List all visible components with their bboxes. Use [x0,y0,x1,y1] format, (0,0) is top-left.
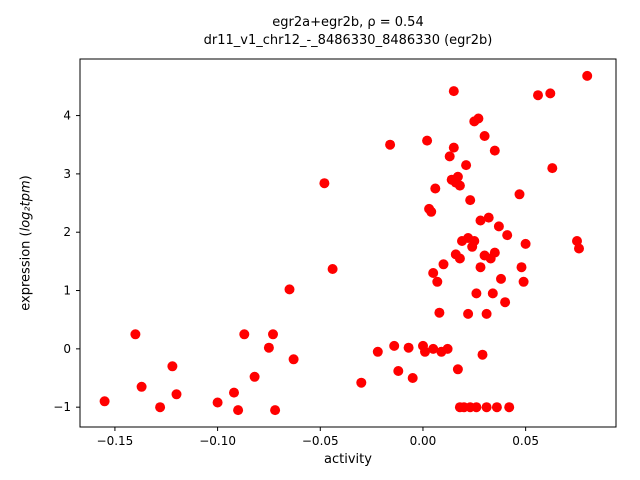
scatter-point [502,230,513,241]
scatter-point [572,236,582,246]
scatter-point [463,308,474,319]
scatter-point [270,405,281,416]
scatter-point [471,402,482,413]
y-tick-label: −1 [53,400,71,414]
scatter-point [229,387,239,398]
scatter-point [496,273,506,284]
scatter-point [514,189,525,200]
scatter-point [233,405,244,416]
x-tick-label: −0.15 [97,434,134,448]
chart-title: egr2a+egr2b, ρ = 0.54 [272,15,424,30]
scatter-point [582,70,593,81]
scatter-point [493,221,504,232]
scatter-point [469,236,480,246]
scatter-point [288,354,299,365]
y-axis-label-prefix: expression ( [18,231,34,311]
scatter-point [574,243,584,254]
scatter-point [479,131,490,141]
scatter-point [518,276,529,287]
scatter-point [487,288,498,299]
scatter-point [483,212,494,223]
scatter-point [516,262,527,273]
scatter-point [481,308,492,319]
scatter-point [491,402,502,413]
scatter-point [426,206,437,217]
scatter-point [454,180,465,191]
scatter-point [249,371,260,382]
scatter-point [432,276,443,287]
scatter-point [430,183,441,194]
scatter-point [403,342,414,353]
scatter-point [212,397,223,408]
scatter-point [504,402,515,413]
x-axis-label: activity [324,452,372,467]
scatter-point [99,396,110,407]
axes-frame [79,58,617,428]
scatter-point [407,373,418,383]
y-tick-label: 4 [63,109,71,123]
y-tick-label: 2 [63,225,71,239]
scatter-point [327,264,338,274]
x-tick-label: 0.05 [512,434,539,448]
scatter-point [465,195,476,206]
scatter-point [428,343,439,354]
scatter-point [533,90,543,101]
scatter-point [500,297,511,308]
y-tick-label: 1 [63,284,71,298]
scatter-point [448,142,459,153]
scatter-point [393,366,404,376]
scatter-point [444,151,455,162]
scatter-point [167,361,178,372]
scatter-point [545,88,556,99]
y-tick-label: 3 [63,167,71,181]
scatter-point [473,113,484,124]
x-tick-label: −0.10 [199,434,236,448]
scatter-point [442,343,453,354]
scatter-point [448,86,459,97]
scatter-point [319,178,330,189]
scatter-point [428,268,439,278]
scatter-point [155,402,166,413]
scatter-point [547,163,558,174]
scatter-point [372,346,383,357]
scatter-point [438,259,449,270]
scatter-point [171,389,182,400]
scatter-point [385,139,396,150]
scatter-point [477,349,488,360]
scatter-point [130,329,141,340]
scatter-point [475,262,486,273]
scatter-point [520,238,531,249]
scatter-point [268,329,278,340]
scatter-point [489,145,500,156]
chart-subtitle: dr11_v1_chr12_-_8486330_8486330 (egr2b) [203,33,493,48]
scatter-point [481,402,492,413]
scatter-point [422,135,433,146]
x-tick-label: −0.05 [302,434,339,448]
scatter-point [434,307,445,318]
scatter-point [356,377,367,388]
scatter-point [475,215,486,226]
scatter-point [284,284,295,295]
scatter-point [471,288,482,299]
scatter-point [452,171,463,182]
scatter-point [239,329,250,340]
scatter-point [389,340,400,351]
y-axis-label-suffix: ) [18,175,34,181]
x-tick-label: 0.00 [410,434,437,448]
scatter-point [454,253,465,264]
scatter-point [263,342,274,353]
y-axis-label-math: log₂tpm [18,180,34,232]
scatter-point [136,381,147,392]
scatter-point [452,364,463,375]
scatter-point [420,346,430,357]
scatter-point [461,160,472,171]
scatter-point [489,247,500,258]
y-axis-label: expression (log₂tpm) [19,175,34,310]
y-tick-label: 0 [63,342,71,356]
